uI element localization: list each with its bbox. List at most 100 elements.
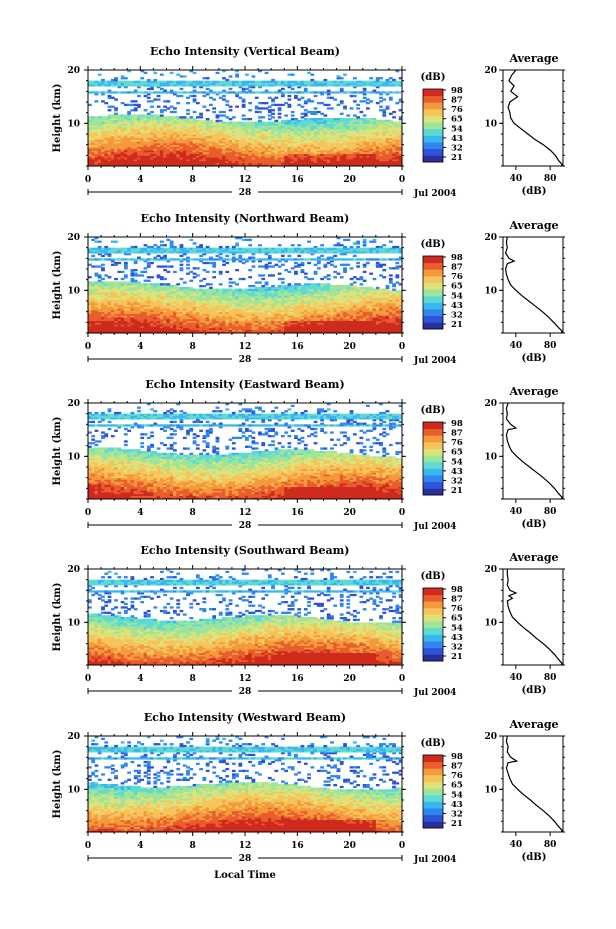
heatmap-cell — [114, 146, 118, 149]
heatmap-cell — [218, 110, 223, 114]
heatmap-cell — [336, 128, 341, 131]
heatmap-cell — [307, 153, 311, 156]
heatmap-cell — [120, 125, 125, 128]
heatmap-cell — [241, 87, 246, 91]
heatmap-cell — [137, 118, 141, 121]
heatmap-cell — [101, 157, 105, 160]
heatmap-cell — [271, 151, 275, 155]
heatmap-cell — [231, 126, 236, 130]
heatmap-cell — [330, 137, 334, 140]
heatmap-cell — [212, 150, 217, 153]
heatmap-cell — [146, 148, 151, 151]
heatmap-cell — [186, 91, 190, 94]
heatmap-cell — [107, 281, 112, 284]
heatmap-cell — [205, 77, 210, 80]
heatmap-cell — [114, 121, 118, 124]
heatmap-cell — [254, 160, 259, 163]
heatmap-cell — [254, 125, 259, 128]
heatmap-cell — [182, 134, 187, 137]
heatmap-cell — [133, 119, 138, 123]
heatmap-cell — [94, 118, 99, 121]
heatmap-cell — [130, 119, 135, 123]
heatmap-cell — [166, 148, 171, 151]
heatmap-cell — [120, 84, 125, 87]
heatmap-cell — [336, 148, 341, 151]
heatmap-cell — [110, 240, 115, 243]
heatmap-cell — [127, 144, 132, 147]
heatmap-cell — [238, 130, 243, 133]
heatmap-cell — [274, 130, 279, 133]
heatmap-cell — [316, 119, 321, 123]
heatmap-cell — [205, 151, 210, 155]
heatmap-cell — [241, 144, 246, 147]
heatmap-cell — [231, 146, 236, 149]
heatmap-cell — [205, 144, 210, 147]
heatmap-cell — [313, 160, 318, 163]
heatmap-cell — [294, 91, 298, 94]
heatmap-cell — [156, 86, 161, 89]
heatmap-cell — [280, 144, 285, 147]
heatmap-cell — [330, 153, 334, 156]
heatmap-cell — [372, 118, 377, 121]
heatmap-cell — [166, 91, 171, 94]
heatmap-cell — [209, 261, 213, 265]
heatmap-cell — [339, 135, 344, 139]
heatmap-cell — [310, 155, 315, 158]
heatmap-cell — [199, 141, 203, 144]
heatmap-cell — [192, 80, 197, 83]
heatmap-cell — [107, 121, 112, 124]
heatmap-cell — [110, 121, 115, 124]
heatmap-cell — [195, 82, 200, 85]
heatmap-cell — [241, 118, 246, 121]
heatmap-cell — [117, 121, 122, 124]
heatmap-cell — [146, 123, 151, 126]
heatmap-cell — [267, 160, 272, 163]
heatmap-cells — [88, 237, 403, 334]
heatmap-cell — [310, 78, 315, 82]
heatmap-cell — [231, 153, 236, 156]
heatmap-cell — [88, 146, 92, 149]
heatmap-cell — [110, 148, 115, 151]
heatmap-cell — [330, 132, 334, 135]
heatmap-cell — [248, 157, 253, 160]
heatmap-cell — [238, 150, 243, 153]
heatmap-cell — [277, 150, 282, 153]
heatmap-cell — [176, 164, 181, 167]
heatmap-cell — [258, 150, 262, 153]
heatmap-cell — [166, 116, 171, 119]
heatmap-cell — [133, 116, 138, 119]
heatmap-cell — [133, 109, 138, 112]
heatmap-cell — [225, 128, 230, 131]
heatmap-cell — [258, 141, 262, 144]
heatmap-cell — [254, 82, 259, 85]
heatmap-cell — [330, 84, 334, 87]
heatmap-cell — [238, 82, 243, 85]
heatmap-cell — [323, 162, 328, 165]
heatmap-cell — [290, 162, 295, 165]
heatmap-cell — [320, 142, 324, 146]
heatmap-cell — [123, 128, 128, 131]
heatmap-cell — [159, 137, 164, 140]
heatmap-cell — [330, 80, 334, 83]
heatmap-cell — [310, 146, 315, 149]
heatmap-cell — [159, 155, 164, 158]
heatmap-cell — [274, 96, 279, 99]
heatmap-cell — [146, 78, 151, 82]
heatmap-cell — [294, 137, 298, 140]
heatmap-cell — [117, 134, 122, 137]
heatmap-cell — [212, 121, 217, 124]
heatmap-cell — [251, 155, 256, 158]
heatmap-cell — [271, 91, 275, 94]
heatmap-cell — [199, 151, 203, 155]
heatmap-cell — [235, 146, 239, 149]
heatmap-cell — [339, 157, 344, 160]
heatmap-cell — [290, 128, 295, 131]
heatmap-cell — [143, 148, 148, 151]
heatmap-cell — [146, 82, 151, 85]
heatmap-cell — [143, 132, 148, 135]
heatmap-cell — [290, 137, 295, 140]
heatmap-cell — [146, 119, 151, 123]
heatmap-cell — [303, 146, 308, 149]
heatmap-cell — [120, 162, 125, 165]
